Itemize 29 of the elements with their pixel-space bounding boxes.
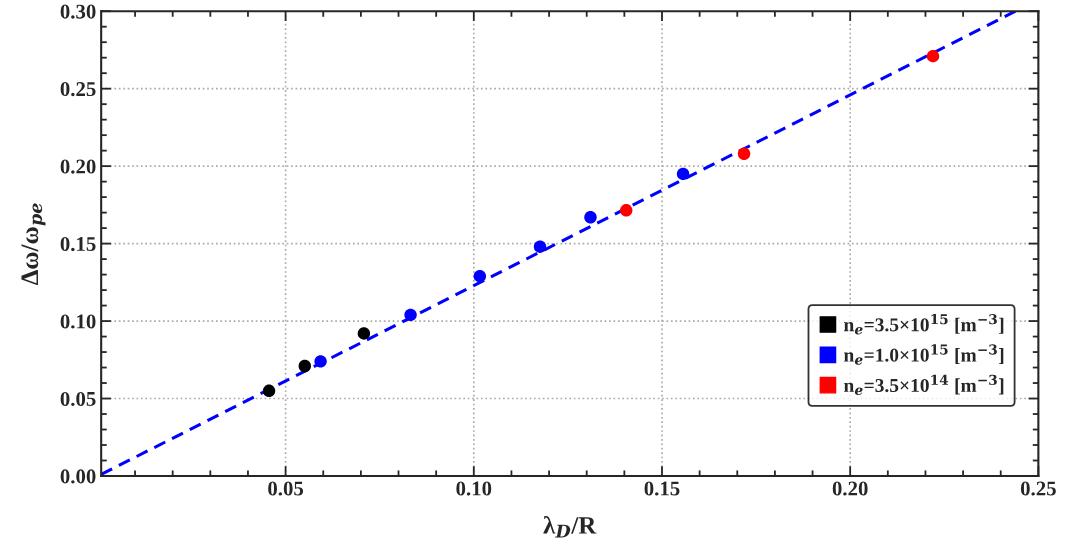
legend-label: n$_{e}$=3.5×10$^{15}$ [m$^{−3}$] bbox=[844, 314, 1004, 335]
point bbox=[584, 211, 597, 224]
y-axis-title: Δω/ω$_{pe}$ bbox=[21, 203, 46, 286]
x-axis-title: λ$_{D}$/R bbox=[543, 516, 597, 538]
y-tick-label: 0.25 bbox=[60, 82, 96, 97]
point bbox=[676, 167, 690, 181]
y-tick-label: 0.00 bbox=[60, 469, 96, 484]
x-tick-label: 0.05 bbox=[268, 481, 304, 496]
point bbox=[533, 240, 547, 253]
point bbox=[473, 269, 487, 283]
point bbox=[357, 327, 371, 340]
y-tick-label: 0.05 bbox=[60, 391, 96, 407]
point bbox=[404, 308, 417, 322]
point bbox=[737, 147, 751, 160]
legend-label: n$_{e}$=3.5×10$^{14}$ [m$^{−3}$] bbox=[844, 374, 1004, 396]
point bbox=[620, 204, 633, 217]
x-tick-label: 0.15 bbox=[644, 481, 680, 496]
y-tick-label: 0.30 bbox=[60, 4, 96, 19]
y-tick-label: 0.20 bbox=[60, 159, 96, 174]
y-tick-label: 0.10 bbox=[60, 314, 96, 329]
y-tick-label: 0.15 bbox=[60, 236, 96, 252]
legend-label: n$_{e}$=1.0×10$^{15}$ [m$^{−3}$] bbox=[844, 344, 1004, 365]
point bbox=[314, 355, 327, 368]
x-tick-label: 0.10 bbox=[456, 481, 492, 496]
x-tick-label: 0.25 bbox=[1020, 481, 1056, 496]
x-tick-label: 0.20 bbox=[832, 481, 868, 496]
point bbox=[298, 359, 312, 373]
point bbox=[926, 49, 940, 63]
point bbox=[262, 384, 276, 397]
